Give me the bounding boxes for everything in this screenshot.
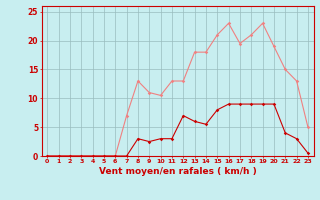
- X-axis label: Vent moyen/en rafales ( km/h ): Vent moyen/en rafales ( km/h ): [99, 167, 256, 176]
